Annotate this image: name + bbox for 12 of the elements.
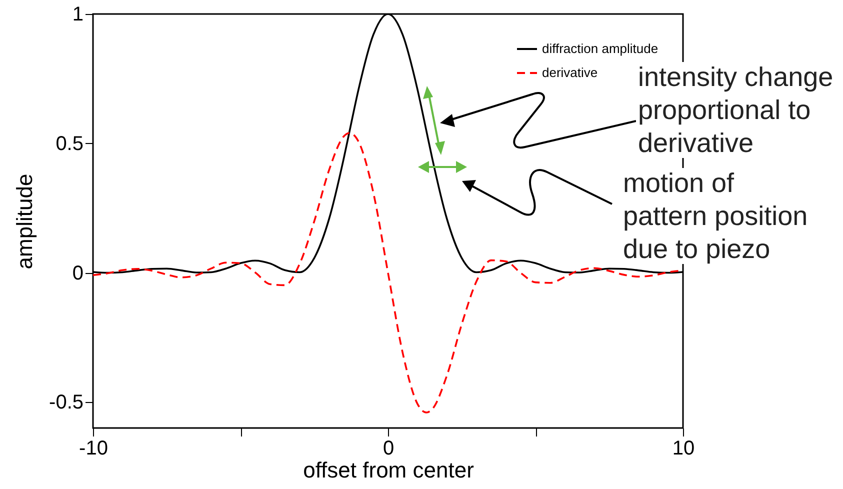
legend-label: diffraction amplitude [542,41,658,56]
x-tick-label: -10 [79,438,108,460]
legend-label: derivative [542,65,598,80]
y-axis-title: amplitude [12,174,38,270]
y-tick-label: 0 [72,262,84,284]
annotation: motion of pattern position due to piezo [623,168,808,264]
x-tick-label: 0 [382,438,394,460]
x-axis-title: offset from center [303,458,474,482]
y-tick-label: 1 [72,4,84,26]
x-tick-label: 10 [672,438,695,460]
y-tick-label: 0.5 [56,132,84,155]
y-tick-label: -0.5 [49,392,84,414]
